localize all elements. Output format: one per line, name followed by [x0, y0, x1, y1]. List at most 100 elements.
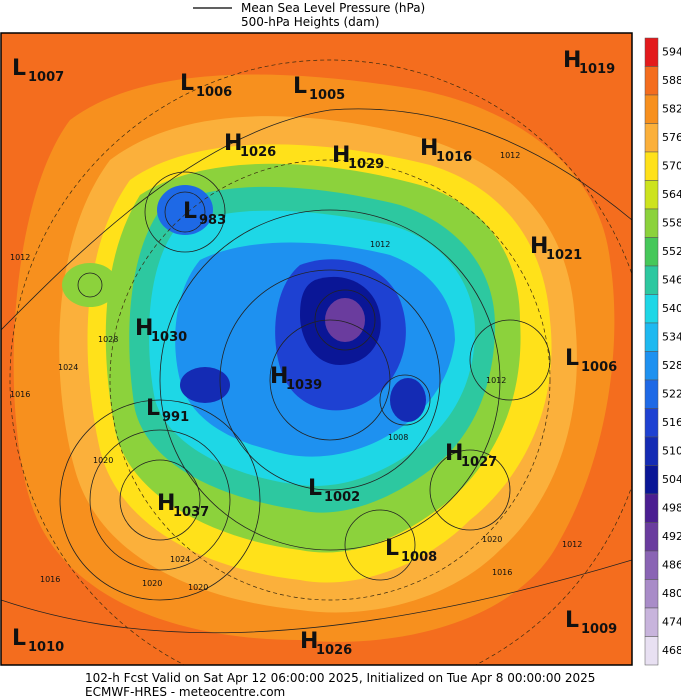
center-value: 1002 — [324, 490, 360, 505]
colorbar-cell — [644, 322, 659, 352]
center-value: 1026 — [316, 643, 352, 658]
center-letter: L — [385, 536, 399, 561]
center-value: 1010 — [28, 640, 64, 655]
isobar-label: 1012 — [10, 253, 30, 262]
field-510 — [390, 378, 426, 422]
center-letter: L — [146, 396, 160, 421]
colorbar-cell — [644, 180, 659, 210]
colorbar-cell — [644, 208, 659, 238]
field-492 — [325, 298, 365, 342]
center-value: 1019 — [579, 62, 615, 77]
colorbar-label: 540 — [662, 302, 681, 315]
center-value: 1016 — [436, 150, 472, 165]
center-letter: H — [563, 48, 581, 73]
colorbar-label: 558 — [662, 216, 681, 229]
center-letter: H — [157, 491, 175, 516]
center-letter: H — [445, 441, 463, 466]
colorbar-cell — [644, 66, 659, 96]
isobar-label: 1024 — [58, 363, 78, 372]
center-letter: H — [530, 234, 548, 259]
center-letter: H — [224, 131, 242, 156]
colorbar-cell — [644, 351, 659, 381]
colorbar-cell — [644, 493, 659, 523]
colorbar-cell — [644, 294, 659, 324]
graticule — [9, 59, 632, 665]
colorbar-label: 576 — [662, 131, 681, 144]
center-value: 1037 — [173, 505, 209, 520]
colorbar-label: 528 — [662, 359, 681, 372]
isobar-label: 1024 — [170, 555, 190, 564]
colorbar-cell — [644, 151, 659, 181]
center-value: 1030 — [151, 330, 187, 345]
colorbar-cell — [644, 607, 659, 637]
isobar-label: 1008 — [388, 433, 408, 442]
isobar-label: 1020 — [188, 583, 208, 592]
isobar-label: 1020 — [142, 579, 162, 588]
colorbar-label: 522 — [662, 387, 681, 400]
field-558 — [62, 263, 118, 307]
isobar-label: 1012 — [500, 151, 520, 160]
center-value: 1006 — [196, 85, 232, 100]
center-letter: L — [12, 626, 26, 651]
colorbar-label: 564 — [662, 188, 681, 201]
center-letter: L — [565, 346, 579, 371]
colorbar-cell — [644, 37, 659, 67]
isobars — [1, 108, 632, 634]
center-value: 991 — [162, 410, 189, 425]
center-value: 1029 — [348, 157, 384, 172]
colorbar-label: 552 — [662, 245, 681, 258]
center-value: 1005 — [309, 88, 345, 103]
colorbar-cell — [644, 408, 659, 438]
center-value: 1006 — [581, 360, 617, 375]
isobar-label: 1016 — [492, 568, 512, 577]
colorbar-cell — [644, 123, 659, 153]
footer-line: 102-h Fcst Valid on Sat Apr 12 06:00:00 … — [85, 671, 595, 685]
center-letter: H — [332, 143, 350, 168]
isobar-label: 1012 — [562, 540, 582, 549]
center-value: 1027 — [461, 455, 497, 470]
center-letter: L — [308, 476, 322, 501]
center-letter: L — [180, 71, 194, 96]
colorbar-label: 516 — [662, 416, 681, 429]
colorbar-label: 534 — [662, 330, 681, 343]
center-letter: H — [300, 629, 318, 654]
isobar-label: 1028 — [98, 335, 118, 344]
colorbar-cell — [644, 265, 659, 295]
isobar-label: 1016 — [40, 575, 60, 584]
legend-item: 500-hPa Heights (dam) — [241, 15, 379, 29]
center-value: 1008 — [401, 550, 437, 565]
footer-line: ECMWF-HRES - meteocentre.com — [85, 685, 285, 699]
colorbar-label: 486 — [662, 558, 681, 571]
isobar-label: 1012 — [486, 376, 506, 385]
legend-item: Mean Sea Level Pressure (hPa) — [241, 1, 425, 15]
isobar-label: 1012 — [370, 240, 390, 249]
colorbar-label: 582 — [662, 102, 681, 115]
colorbar-label: 468 — [662, 644, 681, 657]
colorbar-cell — [644, 237, 659, 267]
map-field — [0, 32, 633, 666]
center-value: 983 — [199, 213, 226, 228]
center-letter: H — [420, 136, 438, 161]
colorbar-label: 498 — [662, 501, 681, 514]
colorbar-label: 570 — [662, 159, 681, 172]
center-letter: H — [270, 364, 288, 389]
colorbar-label: 474 — [662, 615, 681, 628]
colorbar-cell — [644, 436, 659, 466]
field-510 — [180, 367, 230, 403]
isobar-label: 1020 — [93, 456, 113, 465]
colorbar-label: 588 — [662, 74, 681, 87]
colorbar-label: 546 — [662, 273, 681, 286]
colorbar-cell — [644, 579, 659, 609]
colorbar-cell — [644, 522, 659, 552]
center-value: 1039 — [286, 378, 322, 393]
center-letter: L — [183, 199, 197, 224]
center-letter: L — [293, 74, 307, 99]
colorbar-cell — [644, 94, 659, 124]
colorbar-label: 594 — [662, 45, 681, 58]
center-letter: H — [135, 316, 153, 341]
colorbar-cell — [644, 465, 659, 495]
colorbar-label: 510 — [662, 444, 681, 457]
colorbar-label: 504 — [662, 473, 681, 486]
